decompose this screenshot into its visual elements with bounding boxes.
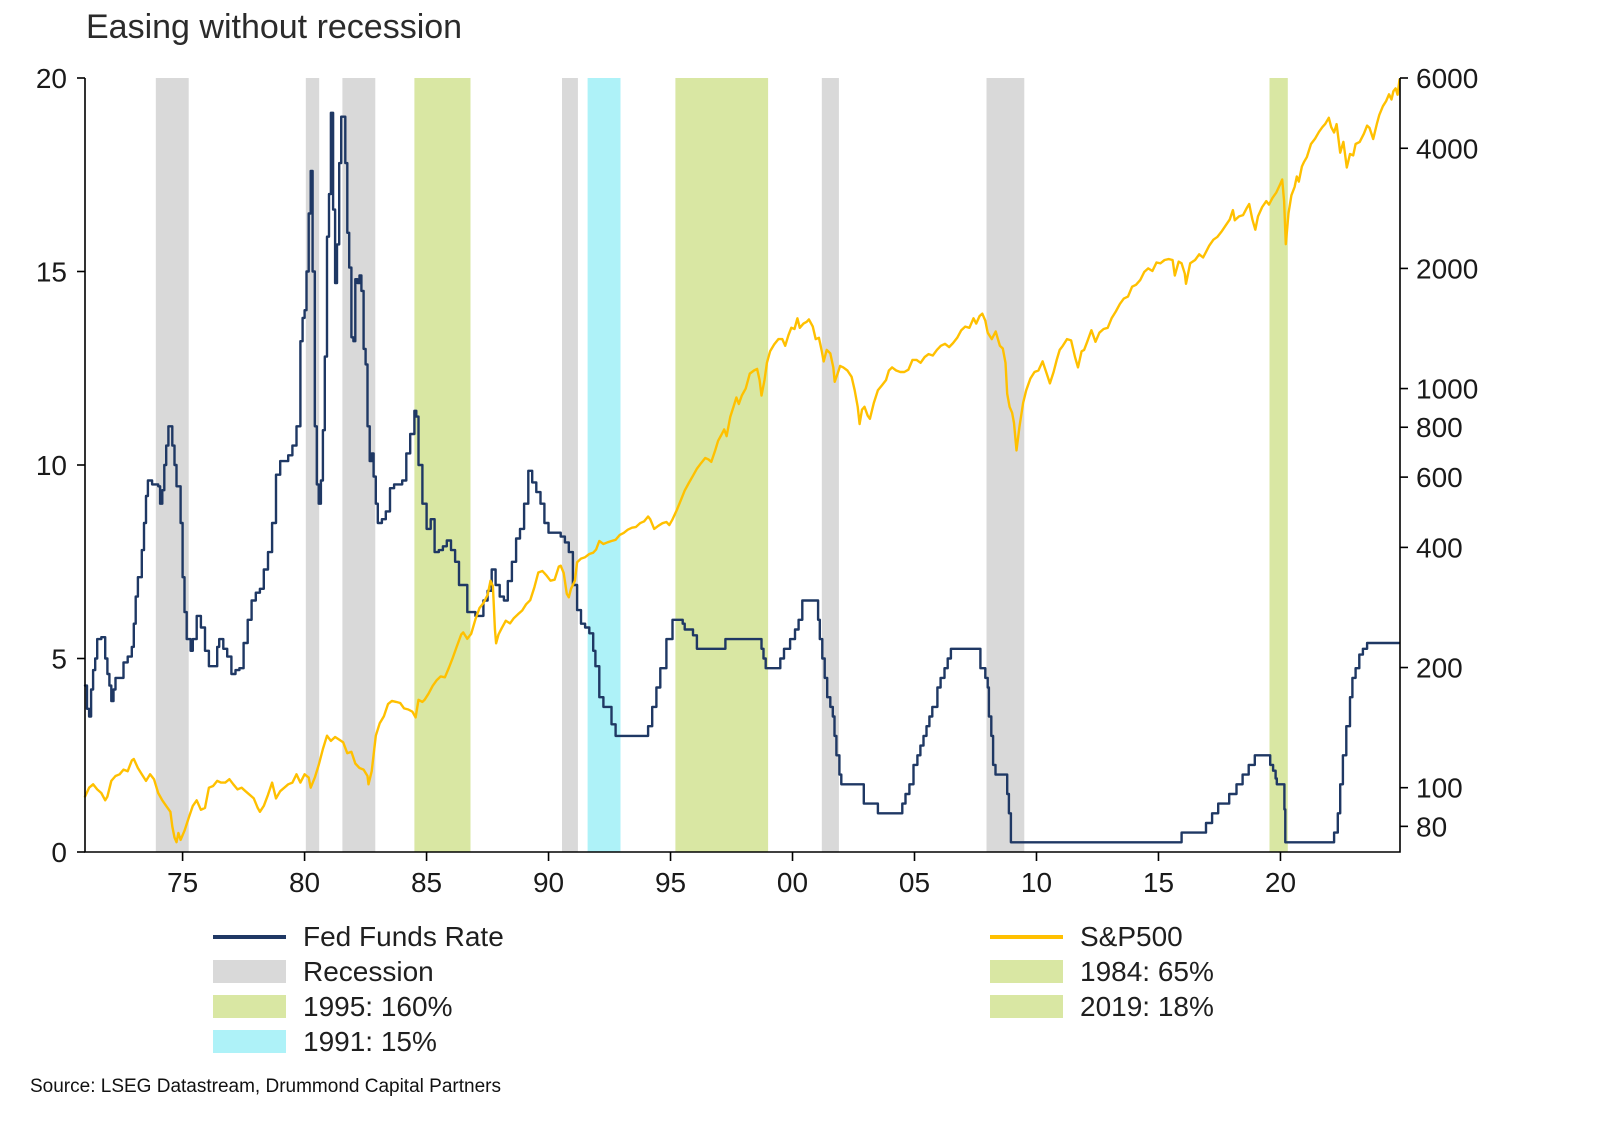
x-axis-label: 00 [777,867,808,898]
legend-column-left: Fed Funds Rate Recession 1995: 160% 1991… [213,919,504,1059]
x-axis-label: 15 [1143,867,1174,898]
legend-label-sp500: S&P500 [1080,920,1183,952]
legend-item-easing-2019: 2019: 18% [990,989,1214,1024]
band-easing-green [675,78,769,852]
right-axis-label: 2000 [1416,253,1478,284]
x-axis-label: 85 [411,867,442,898]
series-sp500 [83,78,1401,844]
x-axis-label: 10 [1021,867,1052,898]
legend-column-right: S&P500 1984: 65% 2019: 18% [990,919,1214,1024]
fed-funds-line-swatch [213,934,286,939]
easing-1984-band-swatch [990,960,1063,983]
right-axis-label: 600 [1416,462,1463,493]
legend-item-easing-1984: 1984: 65% [990,954,1214,989]
legend-label-fed-funds-rate: Fed Funds Rate [303,920,504,952]
right-axis-label: 200 [1416,653,1463,684]
band-recession [155,78,189,852]
legend-item-sp500: S&P500 [990,919,1214,954]
legend-label-easing-1991: 1991: 15% [303,1025,437,1057]
source-note: Source: LSEG Datastream, Drummond Capita… [30,1076,501,1097]
easing-1991-band-swatch [213,1030,286,1053]
recession-band-swatch [213,960,286,983]
right-axis-label: 4000 [1416,133,1478,164]
band-easing-green [1269,78,1288,852]
left-axis-label: 15 [36,257,67,288]
x-axis-label: 05 [899,867,930,898]
x-axis-label: 95 [655,867,686,898]
legend-label-easing-2019: 2019: 18% [1080,990,1214,1022]
easing-2019-band-swatch [990,995,1063,1018]
left-axis-label: 20 [36,63,67,94]
band-recession [562,78,578,852]
sp500-line-swatch [990,934,1063,939]
left-axis-label: 10 [36,450,67,481]
legend-label-recession: Recession [303,955,434,987]
right-axis-label: 1000 [1416,374,1478,405]
legend-label-easing-1984: 1984: 65% [1080,955,1214,987]
right-axis-label: 80 [1416,811,1447,842]
legend-item-easing-1995: 1995: 160% [213,989,504,1024]
left-axis-label: 0 [51,837,67,868]
x-axis-label: 75 [167,867,198,898]
x-axis-label: 80 [289,867,320,898]
band-easing-green [414,78,471,852]
chart-plot: 0510152080100200400600800100020004000600… [36,63,1478,898]
right-axis-label: 100 [1416,773,1463,804]
easing-1995-band-swatch [213,995,286,1018]
legend-label-easing-1995: 1995: 160% [303,990,453,1022]
legend-item-fed-funds-rate: Fed Funds Rate [213,919,504,954]
right-axis-label: 800 [1416,412,1463,443]
right-axis-label: 6000 [1416,63,1478,94]
chart-title: Easing without recession [86,8,463,46]
left-axis-label: 5 [51,644,67,675]
band-recession [986,78,1025,852]
legend-item-recession: Recession [213,954,504,989]
x-axis-label: 90 [533,867,564,898]
right-axis-label: 400 [1416,532,1463,563]
legend: Fed Funds Rate Recession 1995: 160% 1991… [0,919,1602,1069]
legend-item-easing-1991: 1991: 15% [213,1024,504,1059]
x-axis-label: 20 [1265,867,1296,898]
band-easing-cyan [587,78,621,852]
band-recession [821,78,839,852]
